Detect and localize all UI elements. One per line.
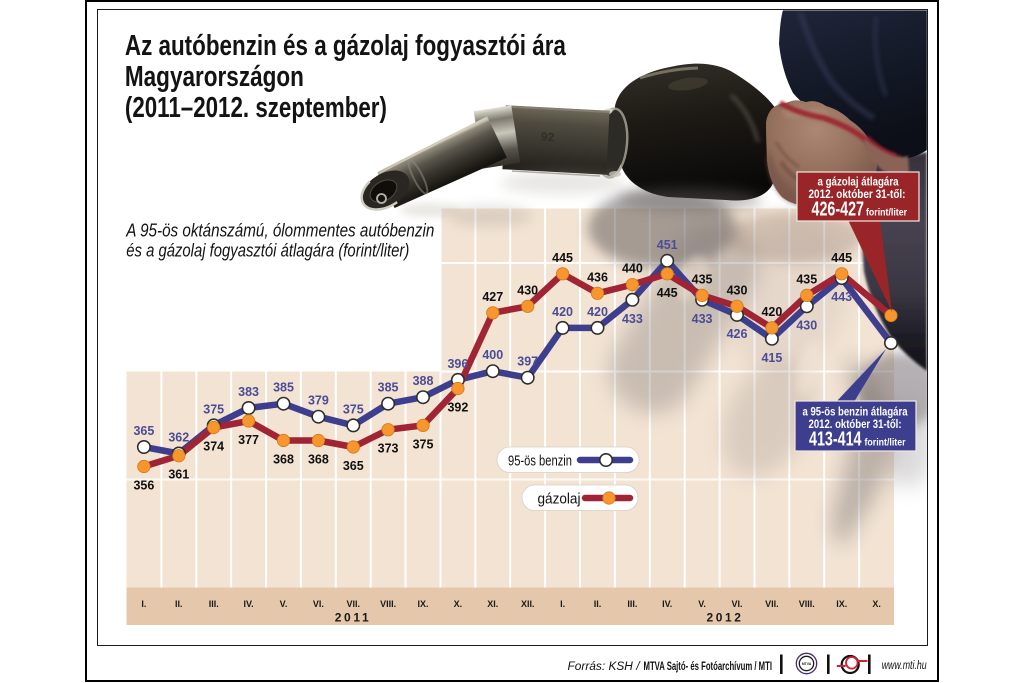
svg-text:III.: III. — [627, 599, 637, 609]
svg-text:426: 426 — [727, 327, 748, 341]
svg-text:420: 420 — [552, 305, 573, 319]
svg-text:IX.: IX. — [417, 599, 428, 609]
svg-text:433: 433 — [622, 312, 643, 326]
svg-text:XI.: XI. — [487, 599, 498, 609]
svg-text:Magyarországon: Magyarországon — [125, 61, 304, 93]
svg-text:375: 375 — [413, 437, 434, 451]
svg-text:374: 374 — [203, 440, 224, 454]
svg-text:415: 415 — [761, 351, 782, 365]
svg-text:2012: 2012 — [706, 611, 743, 625]
svg-text:2012. október 31-től:: 2012. október 31-től: — [809, 187, 906, 201]
svg-text:368: 368 — [273, 453, 294, 467]
svg-text:445: 445 — [831, 251, 852, 265]
svg-text:I.: I. — [560, 599, 565, 609]
svg-text:VIII.: VIII. — [799, 599, 815, 609]
svg-text:V.: V. — [698, 599, 706, 609]
svg-text:III.: III. — [209, 599, 219, 609]
svg-text:VI.: VI. — [313, 599, 324, 609]
svg-text:413-414: 413-414 — [809, 429, 862, 451]
svg-text:forint/liter: forint/liter — [866, 207, 907, 219]
svg-text:forint/liter: forint/liter — [865, 437, 906, 449]
svg-text:365: 365 — [343, 459, 364, 473]
svg-text:X.: X. — [872, 599, 881, 609]
svg-text:MTVA Sajtó- és Fotóarchívum /: MTVA Sajtó- és Fotóarchívum / MTI — [644, 661, 773, 673]
svg-text:435: 435 — [692, 272, 713, 286]
svg-text:2012. október 31-től:: 2012. október 31-től: — [809, 417, 902, 431]
svg-text:IV.: IV. — [662, 599, 672, 609]
svg-text:430: 430 — [796, 318, 817, 332]
svg-text:368: 368 — [308, 453, 329, 467]
svg-text:356: 356 — [133, 479, 154, 493]
svg-text:Az autóbenzin és a gázolaj fog: Az autóbenzin és a gázolaj fogyasztói ár… — [125, 30, 567, 62]
svg-text:MTVA: MTVA — [802, 662, 812, 666]
svg-text:XII.: XII. — [521, 599, 535, 609]
svg-text:375: 375 — [203, 402, 224, 416]
svg-text:www.mti.hu: www.mti.hu — [882, 660, 927, 672]
svg-text:385: 385 — [378, 381, 399, 395]
svg-text:445: 445 — [657, 286, 678, 300]
svg-text:(2011–2012. szeptember): (2011–2012. szeptember) — [125, 92, 387, 124]
svg-text:385: 385 — [273, 381, 294, 395]
svg-text:383: 383 — [238, 385, 259, 399]
svg-text:V.: V. — [280, 599, 288, 609]
svg-text:430: 430 — [727, 283, 748, 297]
svg-text:361: 361 — [168, 468, 189, 482]
svg-text:92: 92 — [541, 130, 555, 145]
svg-text:95-ös benzin: 95-ös benzin — [508, 453, 572, 470]
svg-text:IX.: IX. — [836, 599, 847, 609]
svg-text:és a gázolaj fogyasztói átlagá: és a gázolaj fogyasztói átlagára (forint… — [126, 239, 409, 260]
svg-text:365: 365 — [133, 424, 154, 438]
svg-text:IV.: IV. — [244, 599, 254, 609]
svg-text:VII.: VII. — [765, 599, 779, 609]
svg-text:Forrás: KSH /: Forrás: KSH / — [568, 661, 642, 673]
svg-text:443: 443 — [831, 290, 852, 304]
svg-text:373: 373 — [378, 442, 399, 456]
svg-text:451: 451 — [657, 238, 678, 252]
svg-text:375: 375 — [343, 402, 364, 416]
svg-text:362: 362 — [168, 431, 189, 445]
svg-text:445: 445 — [552, 251, 573, 265]
svg-text:VIII.: VIII. — [380, 599, 396, 609]
svg-text:VI.: VI. — [731, 599, 742, 609]
svg-text:388: 388 — [413, 374, 434, 388]
svg-text:II.: II. — [175, 599, 183, 609]
svg-text:392: 392 — [447, 401, 468, 415]
svg-text:420: 420 — [587, 305, 608, 319]
svg-text:400: 400 — [482, 348, 503, 362]
svg-text:420: 420 — [761, 305, 782, 319]
svg-text:430: 430 — [517, 283, 538, 297]
svg-text:436: 436 — [587, 270, 608, 284]
svg-text:a gázolaj átlagára: a gázolaj átlagára — [818, 177, 900, 189]
svg-text:X.: X. — [454, 599, 463, 609]
svg-text:433: 433 — [692, 312, 713, 326]
svg-text:426-427: 426-427 — [812, 198, 865, 221]
svg-text:397: 397 — [517, 355, 538, 369]
svg-text:435: 435 — [796, 272, 817, 286]
svg-text:I.: I. — [141, 599, 146, 609]
svg-text:2011: 2011 — [335, 611, 371, 625]
svg-text:396: 396 — [447, 357, 468, 371]
svg-text:VII.: VII. — [347, 599, 361, 609]
svg-text:gázolaj: gázolaj — [538, 491, 581, 508]
svg-text:379: 379 — [308, 394, 329, 408]
svg-text:A 95-ös oktánszámú, ólommentes: A 95-ös oktánszámú, ólommentes autóbenzi… — [125, 219, 434, 240]
svg-text:427: 427 — [482, 290, 503, 304]
svg-text:440: 440 — [622, 262, 643, 276]
svg-text:II.: II. — [594, 599, 602, 609]
svg-text:a 95-ös benzin átlagára: a 95-ös benzin átlagára — [803, 407, 908, 419]
svg-text:377: 377 — [238, 433, 259, 447]
